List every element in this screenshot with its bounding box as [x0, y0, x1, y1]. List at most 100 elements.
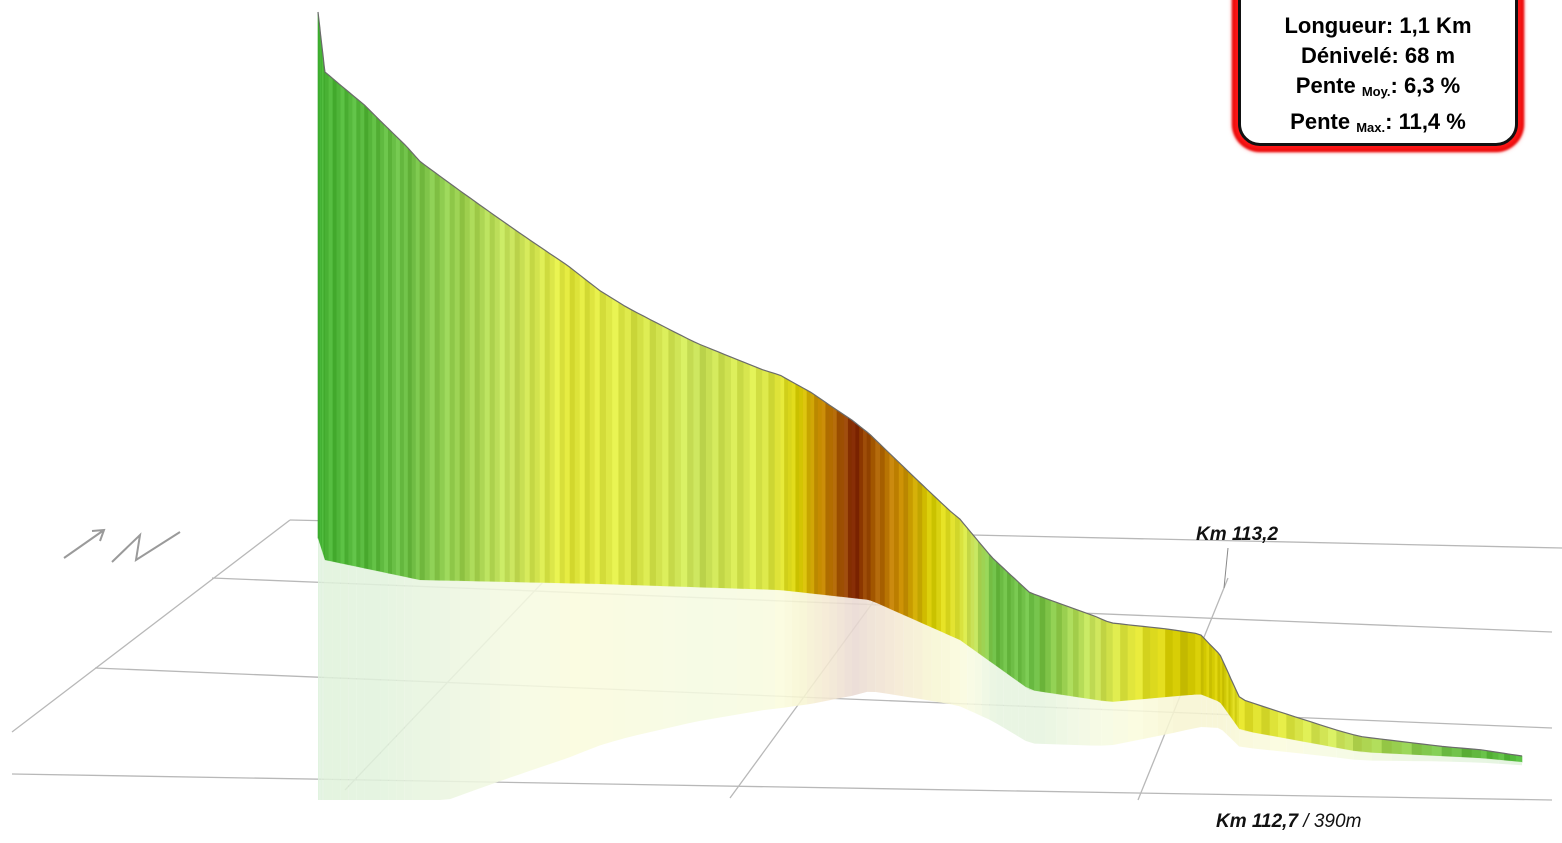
profile-slope-segment	[705, 346, 713, 589]
profile-slope-segment	[360, 101, 365, 569]
profile-slope-segment	[380, 120, 385, 573]
profile-slope-segment	[1214, 648, 1219, 702]
profile-slope-segment	[1209, 643, 1213, 700]
end-km-text: Km 113,2	[1196, 524, 1279, 545]
profile-slope-segment	[1073, 607, 1080, 698]
reflection-segment	[412, 578, 420, 800]
profile-slope-segment	[810, 391, 815, 595]
reflection-segment	[922, 623, 932, 701]
reflection-segment	[967, 645, 975, 713]
max-slope-subscript: Max.	[1356, 120, 1386, 135]
profile-slope-segment	[324, 71, 330, 562]
profile-slope-segment	[524, 236, 531, 583]
reflection-segment	[1222, 705, 1227, 735]
profile-slope-segment	[922, 484, 928, 626]
profile-slope-segment	[1236, 692, 1240, 730]
reflection-segment	[404, 576, 413, 800]
profile-slope-segment	[1021, 584, 1026, 688]
profile-slope-segment	[787, 379, 793, 592]
profile-slope-segment	[407, 147, 413, 579]
profile-slope-segment	[391, 131, 397, 576]
profile-slope-segment	[564, 263, 571, 584]
profile-slope-segment	[637, 312, 645, 586]
reflection-segment	[372, 570, 381, 800]
profile-slope-segment	[643, 315, 651, 586]
profile-slope-segment	[415, 156, 421, 581]
profile-slope-segment	[1353, 734, 1363, 753]
profile-slope-segment	[1401, 741, 1413, 755]
reflection-segment	[1320, 744, 1337, 758]
end-km-label: Km 113,2	[1196, 524, 1278, 546]
reflection-segment	[974, 650, 982, 717]
profile-slope-segment	[870, 434, 876, 603]
profile-slope-segment	[499, 218, 506, 583]
profile-slope-segment	[1003, 567, 1008, 675]
reflection-segment	[1452, 756, 1472, 763]
reflection-segment	[1432, 755, 1452, 762]
profile-slope-segment	[821, 399, 827, 596]
profile-slope-segment	[624, 305, 632, 586]
profile-slope-segment	[1261, 705, 1271, 736]
reflection-segment	[340, 563, 349, 800]
reflection-segment	[1212, 698, 1218, 728]
profile-slope-segment	[579, 274, 586, 584]
profile-slope-segment	[1187, 631, 1196, 696]
profile-slope-segment	[1244, 699, 1254, 733]
profile-slope-segment	[368, 108, 373, 571]
reflection-segment	[950, 635, 960, 707]
profile-slope-segment	[1421, 743, 1433, 756]
reflection-segment	[775, 589, 785, 709]
profile-slope-segment	[1431, 744, 1443, 757]
profile-slope-segment	[1224, 664, 1227, 713]
reflection-segment	[380, 571, 389, 800]
profile-slope-segment	[1089, 613, 1096, 701]
reflection-segment	[1253, 732, 1270, 751]
profile-slope-segment	[880, 443, 886, 608]
reflection-segment	[1113, 700, 1128, 746]
profile-slope-segment	[544, 249, 551, 584]
profile-slope-segment	[1084, 611, 1091, 700]
profile-slope-segment	[479, 204, 486, 582]
profile-slope-segment	[799, 385, 804, 593]
reflection-segment	[470, 581, 480, 792]
profile-slope-segment	[737, 359, 745, 590]
reflection-segment	[319, 541, 321, 800]
profile-slope-segment	[926, 488, 933, 628]
reflection-segment	[875, 602, 885, 694]
profile-slope-segment	[1232, 683, 1236, 724]
reflection-segment	[510, 582, 520, 778]
reflection-segment	[737, 588, 750, 715]
reflection-segment	[1336, 747, 1354, 760]
reflection-segment	[941, 631, 951, 705]
reflection-segment	[1412, 754, 1432, 762]
reflection-segment	[1230, 717, 1235, 743]
reflection-segment	[799, 592, 807, 706]
profile-slope-segment	[945, 506, 951, 637]
reflection-segment	[1217, 701, 1223, 731]
profile-slope-segment	[449, 182, 456, 582]
profile-slope-segment	[851, 419, 857, 599]
reflection-segment	[322, 552, 324, 800]
profile-slope-segment	[384, 124, 389, 574]
elevation-value: 68 m	[1404, 43, 1456, 68]
reflection-segment	[550, 582, 560, 764]
profile-slope-segment	[1451, 746, 1463, 758]
profile-slope-segment	[649, 318, 657, 587]
profile-slope-segment	[340, 84, 346, 565]
reflection-segment	[1158, 696, 1173, 737]
reflection-segment	[1056, 694, 1068, 745]
profile-slope-segment	[549, 253, 556, 584]
profile-slope-segment	[1226, 669, 1230, 716]
reflection-segment	[325, 560, 333, 800]
reflection-segment	[894, 610, 904, 697]
reflection-segment	[1206, 696, 1213, 728]
reflection-segment	[600, 584, 613, 746]
profile-slope-segment	[1411, 742, 1423, 756]
reflection-segment	[321, 549, 323, 800]
reflection-segment	[348, 565, 357, 800]
profile-slope-segment	[817, 396, 823, 596]
profile-slope-segment	[903, 466, 909, 618]
profile-slope-segment	[419, 160, 426, 581]
reflection-segment	[460, 580, 470, 796]
profile-slope-segment	[489, 211, 496, 582]
